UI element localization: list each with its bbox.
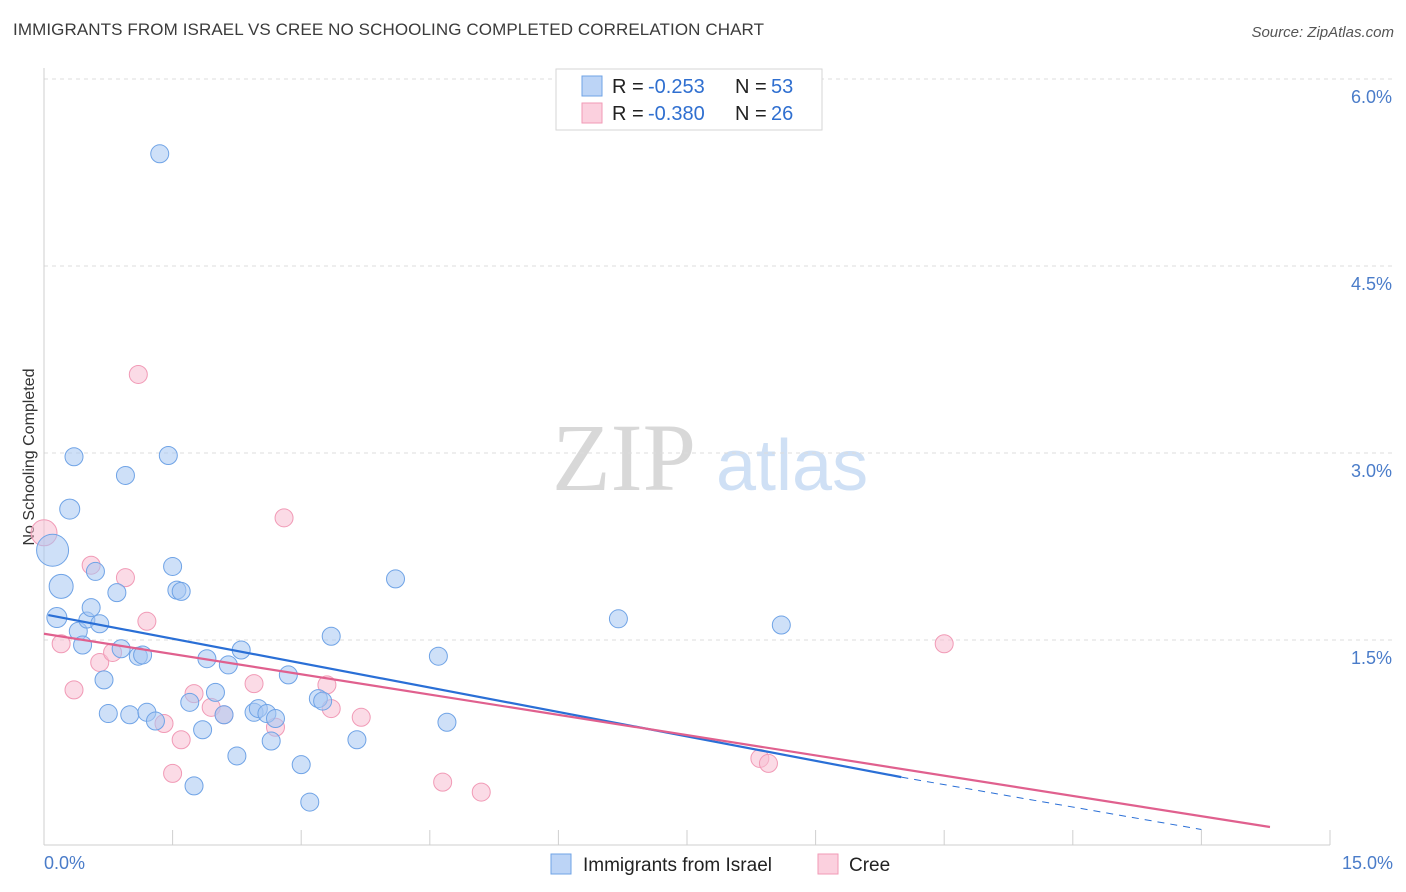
israel-point-26 [180, 692, 200, 712]
israel-point-46 [347, 730, 367, 750]
israel-point-32 [218, 655, 238, 675]
israel-r-label: R = [612, 76, 644, 98]
x-tick-label-1: 15.0% [1342, 853, 1393, 873]
israel-point-9 [85, 561, 105, 581]
cree-point-11 [171, 730, 191, 750]
israel-point-48 [428, 646, 448, 666]
israel-point-38 [261, 731, 281, 751]
legend-israel-swatch [550, 853, 572, 875]
israel-point-27 [184, 776, 204, 796]
israel-r-value: -0.253 [648, 76, 705, 98]
israel-trend-line [48, 613, 902, 779]
israel-n-value: 53 [771, 76, 793, 98]
israel-point-12 [98, 704, 118, 724]
trend-lines [43, 613, 1271, 830]
chart-title: IMMIGRANTS FROM ISRAEL VS CREE NO SCHOOL… [13, 20, 765, 39]
israel-point-45 [321, 626, 341, 646]
israel-point-20 [145, 711, 165, 731]
israel-point-28 [193, 720, 213, 740]
israel-point-21 [150, 144, 170, 164]
x-tick-labels: 0.0% 15.0% [44, 853, 1393, 873]
watermark-zip: ZIP [552, 404, 696, 511]
cree-point-21 [433, 772, 453, 792]
israel-point-22 [158, 445, 178, 465]
israel-point-23 [163, 556, 183, 576]
israel-point-16 [120, 705, 140, 725]
israel-point-44 [313, 691, 333, 711]
cree-point-17 [274, 508, 294, 528]
cree-point-24 [758, 753, 778, 773]
israel-point-49 [437, 712, 457, 732]
israel-point-0 [36, 533, 70, 567]
legend-israel-label: Immigrants from Israel [583, 855, 772, 876]
gridlines [44, 78, 1392, 641]
y-tick-label-0: 1.5% [1351, 648, 1392, 668]
cree-point-15 [244, 674, 264, 694]
israel-point-50 [608, 609, 628, 629]
watermark-atlas: atlas [716, 426, 868, 506]
israel-swatch [581, 75, 603, 97]
cree-point-25 [934, 634, 954, 654]
cree-trend-line [43, 632, 1271, 829]
israel-point-39 [265, 709, 285, 729]
cree-r-label: R = [612, 103, 644, 125]
cree-n-value: 26 [771, 103, 793, 125]
y-tick-labels: 1.5% 3.0% 4.5% 6.0% [1351, 87, 1392, 668]
israel-point-15 [115, 465, 135, 485]
israel-points [36, 144, 791, 812]
israel-point-25 [171, 581, 191, 601]
cree-point-10 [163, 763, 183, 783]
cree-point-2 [64, 680, 84, 700]
cree-n-label: N = [735, 103, 767, 125]
israel-n-label: N = [735, 76, 767, 98]
israel-point-13 [107, 583, 127, 603]
cree-point-7 [128, 364, 148, 384]
israel-point-14 [111, 639, 131, 659]
cree-point-8 [137, 611, 157, 631]
legend-cree-label: Cree [849, 855, 890, 876]
cree-point-20 [351, 707, 371, 727]
israel-point-33 [227, 746, 247, 766]
cree-swatch [581, 102, 603, 124]
israel-trend-extension [901, 776, 1202, 830]
cree-point-22 [471, 782, 491, 802]
israel-point-42 [300, 792, 320, 812]
y-tick-label-1: 3.0% [1351, 461, 1392, 481]
source-credit: Source: ZipAtlas.com [1251, 24, 1394, 41]
israel-point-3 [64, 447, 84, 467]
series-legend: Immigrants from Israel Cree [550, 853, 890, 876]
x-tick-marks [43, 830, 1331, 845]
x-tick-label-0: 0.0% [44, 853, 85, 873]
y-axis-label: No Schooling Completed [21, 369, 38, 546]
israel-point-1 [48, 573, 74, 599]
stats-legend: R = -0.253 N = 53 R = -0.380 N = 26 [555, 68, 823, 131]
israel-point-47 [386, 569, 406, 589]
y-tick-label-3: 6.0% [1351, 87, 1392, 107]
cree-point-6 [115, 568, 135, 588]
israel-point-30 [205, 682, 225, 702]
israel-point-40 [278, 665, 298, 685]
israel-point-2 [59, 498, 81, 520]
israel-point-11 [94, 670, 114, 690]
israel-point-51 [771, 615, 791, 635]
cree-r-value: -0.380 [648, 103, 705, 125]
israel-point-8 [81, 598, 101, 618]
legend-cree-swatch [817, 853, 839, 875]
israel-point-31 [214, 705, 234, 725]
israel-point-41 [291, 755, 311, 775]
cree-point-1 [51, 634, 71, 654]
y-tick-label-2: 4.5% [1351, 274, 1392, 294]
